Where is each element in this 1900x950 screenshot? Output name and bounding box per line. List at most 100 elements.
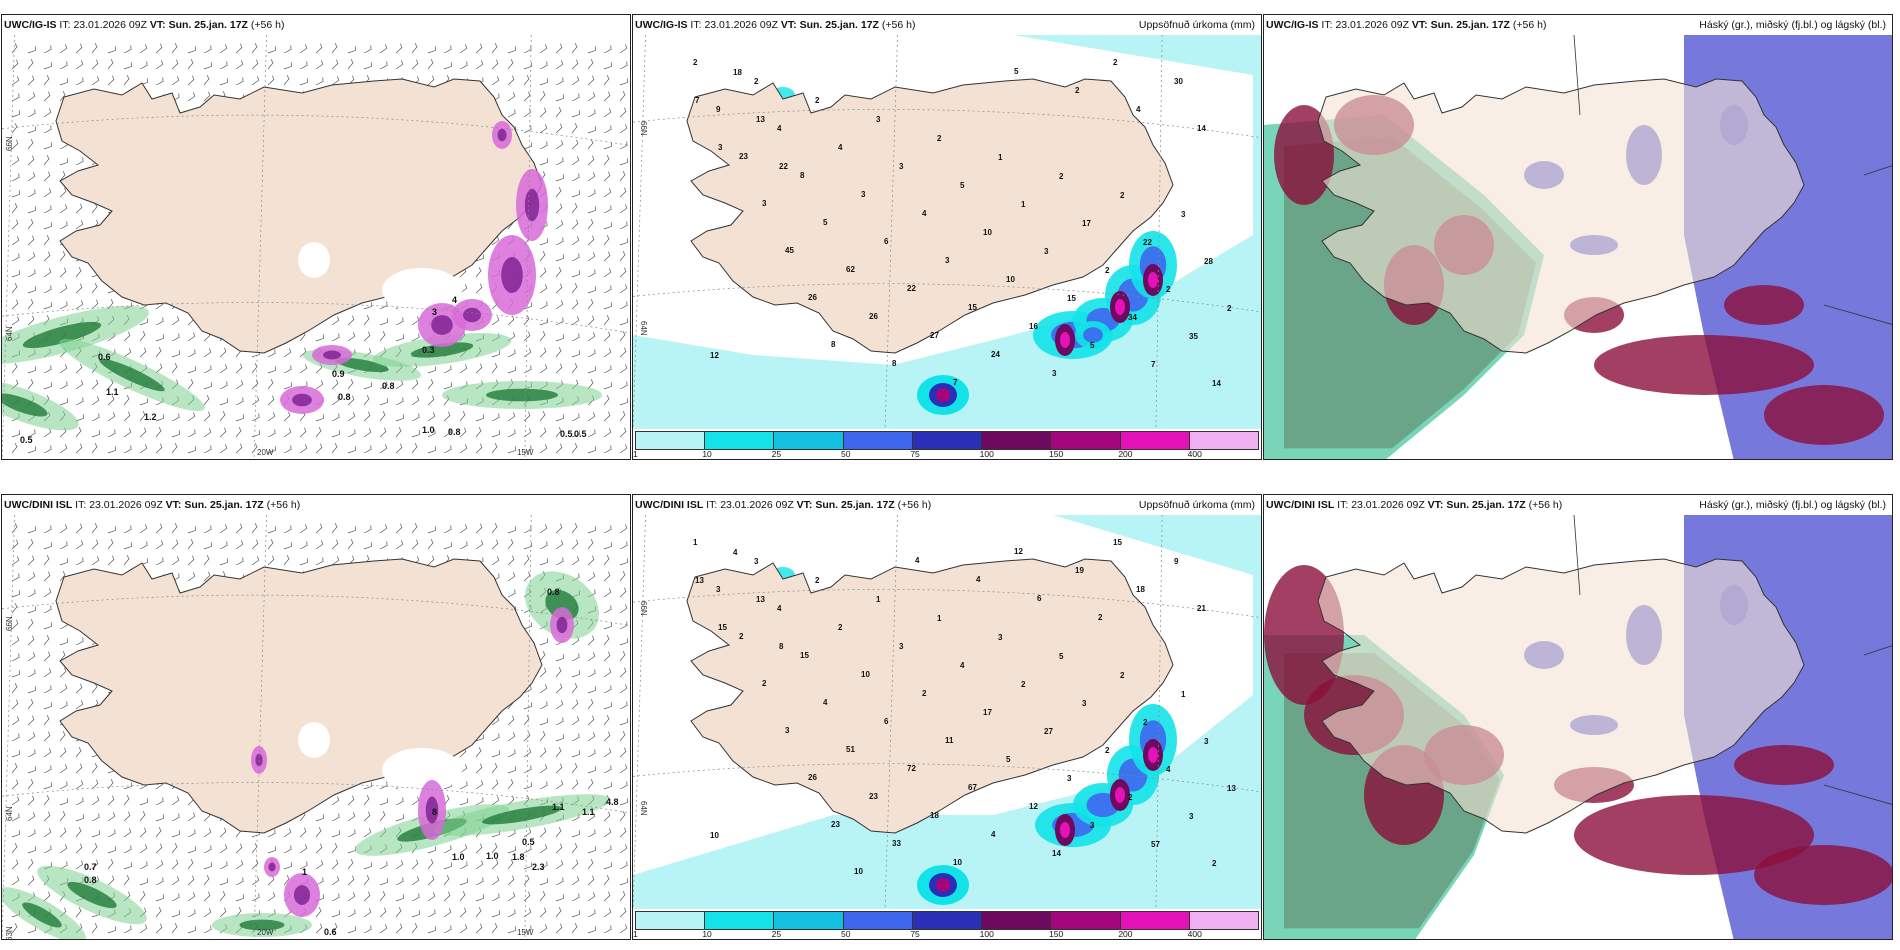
- wind-barb: [379, 781, 388, 790]
- wind-barb: [75, 814, 85, 822]
- lat-label-64n: 64N: [5, 326, 14, 341]
- wind-barb: [555, 734, 565, 742]
- wind-barb: [571, 76, 579, 86]
- wind-barb: [139, 891, 146, 902]
- wind-barb: [75, 827, 82, 838]
- wind-barb: [571, 270, 581, 278]
- wind-barb: [27, 555, 35, 566]
- precip-value: 3: [1052, 369, 1057, 378]
- precip-value: 26: [808, 773, 817, 782]
- legend-label: 150: [1049, 449, 1064, 459]
- wind-barb: [171, 523, 178, 534]
- precip-value: 3: [899, 642, 904, 651]
- wind-barb: [123, 925, 132, 934]
- panel-precip-igis[interactable]: UWC/IG-IS IT: 23.01.2026 09Z VT: Sun. 25…: [632, 14, 1262, 460]
- precip-value: 10: [983, 228, 992, 237]
- wind-barb: [571, 910, 581, 918]
- wind-barb: [587, 539, 594, 550]
- wind-barb: [139, 811, 146, 822]
- wind-barb: [219, 347, 227, 358]
- wind-barb: [603, 188, 611, 198]
- wind-barb: [411, 923, 418, 934]
- wind-barb: [539, 861, 548, 870]
- snow-core: [425, 796, 439, 824]
- panel-wind-dini[interactable]: UWC/DINI ISL IT: 23.01.2026 09Z VT: Sun.…: [1, 494, 631, 940]
- wind-barb: [315, 427, 322, 438]
- wind-barb: [315, 380, 323, 390]
- wind-barb: [587, 189, 596, 198]
- legend-swatch: [1189, 912, 1258, 929]
- precip-value: 18: [930, 811, 939, 820]
- mid-cloud-area: [1724, 285, 1804, 325]
- wind-barb: [603, 622, 613, 630]
- wind-barb: [491, 413, 500, 422]
- dark-precip-core: [2, 393, 48, 417]
- wind-barb: [555, 747, 562, 758]
- wind-barb: [379, 318, 389, 326]
- precip-value: 12: [1014, 547, 1023, 556]
- wind-barb: [155, 427, 162, 438]
- wind-barb: [459, 878, 469, 886]
- wind-barb: [91, 539, 99, 550]
- wind-barb: [331, 413, 340, 422]
- wind-barb: [427, 379, 434, 390]
- wind-barb: [315, 877, 324, 886]
- wind-barb: [107, 446, 117, 454]
- wind-barb: [43, 571, 51, 582]
- wind-barb: [59, 61, 68, 70]
- wind-barb: [443, 428, 451, 438]
- wind-barb: [75, 220, 83, 230]
- precip-core-max: [1115, 787, 1125, 803]
- precip-value: 26: [808, 293, 817, 302]
- precip-value: 3: [861, 190, 866, 199]
- precip-value: 4: [823, 698, 828, 707]
- legend-swatch: [636, 432, 706, 449]
- wind-barb: [587, 206, 597, 214]
- wind-barb: [155, 77, 164, 86]
- wind-barb: [27, 429, 36, 438]
- wind-barb: [91, 203, 98, 214]
- wind-barb: [75, 300, 83, 310]
- wind-barb: [555, 220, 563, 230]
- wind-barb: [459, 924, 467, 934]
- wind-barb: [171, 843, 178, 854]
- wind-barb: [427, 366, 437, 374]
- wind-barb: [555, 267, 562, 278]
- wind-barb: [555, 174, 565, 182]
- wind-barb: [171, 443, 178, 454]
- wind-barb: [587, 126, 597, 134]
- wind-barb: [139, 347, 147, 358]
- wind-barb: [571, 843, 578, 854]
- wind-barb: [619, 91, 626, 102]
- wind-barb: [43, 891, 51, 902]
- wind-barb: [459, 364, 467, 374]
- wind-barb: [507, 429, 516, 438]
- wind-barb: [571, 43, 578, 54]
- panel-cloud-igis[interactable]: UWC/IG-IS IT: 23.01.2026 09Z VT: Sun. 25…: [1263, 14, 1893, 460]
- wind-barb: [555, 540, 563, 550]
- precip-value: 4: [991, 830, 996, 839]
- wind-barb: [363, 795, 370, 806]
- panel-wind-igis[interactable]: UWC/IG-IS IT: 23.01.2026 09Z VT: Sun. 25…: [1, 14, 631, 460]
- wind-barb: [187, 909, 196, 918]
- wind-barb: [283, 828, 291, 838]
- wind-barb: [299, 844, 307, 854]
- precip-value: 3: [1204, 737, 1209, 746]
- mid-cloud-area: [1574, 795, 1814, 875]
- wind-barb: [59, 731, 66, 742]
- wind-barb: [11, 590, 21, 598]
- wind-barb: [59, 301, 68, 310]
- wind-barb: [603, 142, 613, 150]
- wind-barb: [235, 60, 243, 70]
- wind-barb: [379, 331, 386, 342]
- wind-barb: [171, 923, 178, 934]
- wind-barb: [571, 733, 580, 742]
- panel-precip-dini[interactable]: UWC/DINI ISL IT: 23.01.2026 09Z VT: Sun.…: [632, 494, 1262, 940]
- wind-barb: [43, 782, 53, 790]
- wind-barb: [203, 62, 213, 70]
- wind-barb: [619, 558, 629, 566]
- wind-barb: [619, 284, 627, 294]
- wind-barb: [363, 891, 371, 902]
- panel-cloud-dini[interactable]: UWC/DINI ISL IT: 23.01.2026 09Z VT: Sun.…: [1263, 494, 1893, 940]
- precip-value: 2: [1227, 304, 1232, 313]
